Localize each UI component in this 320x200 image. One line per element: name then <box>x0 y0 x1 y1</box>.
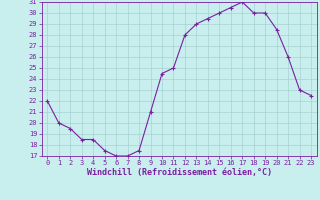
X-axis label: Windchill (Refroidissement éolien,°C): Windchill (Refroidissement éolien,°C) <box>87 168 272 177</box>
